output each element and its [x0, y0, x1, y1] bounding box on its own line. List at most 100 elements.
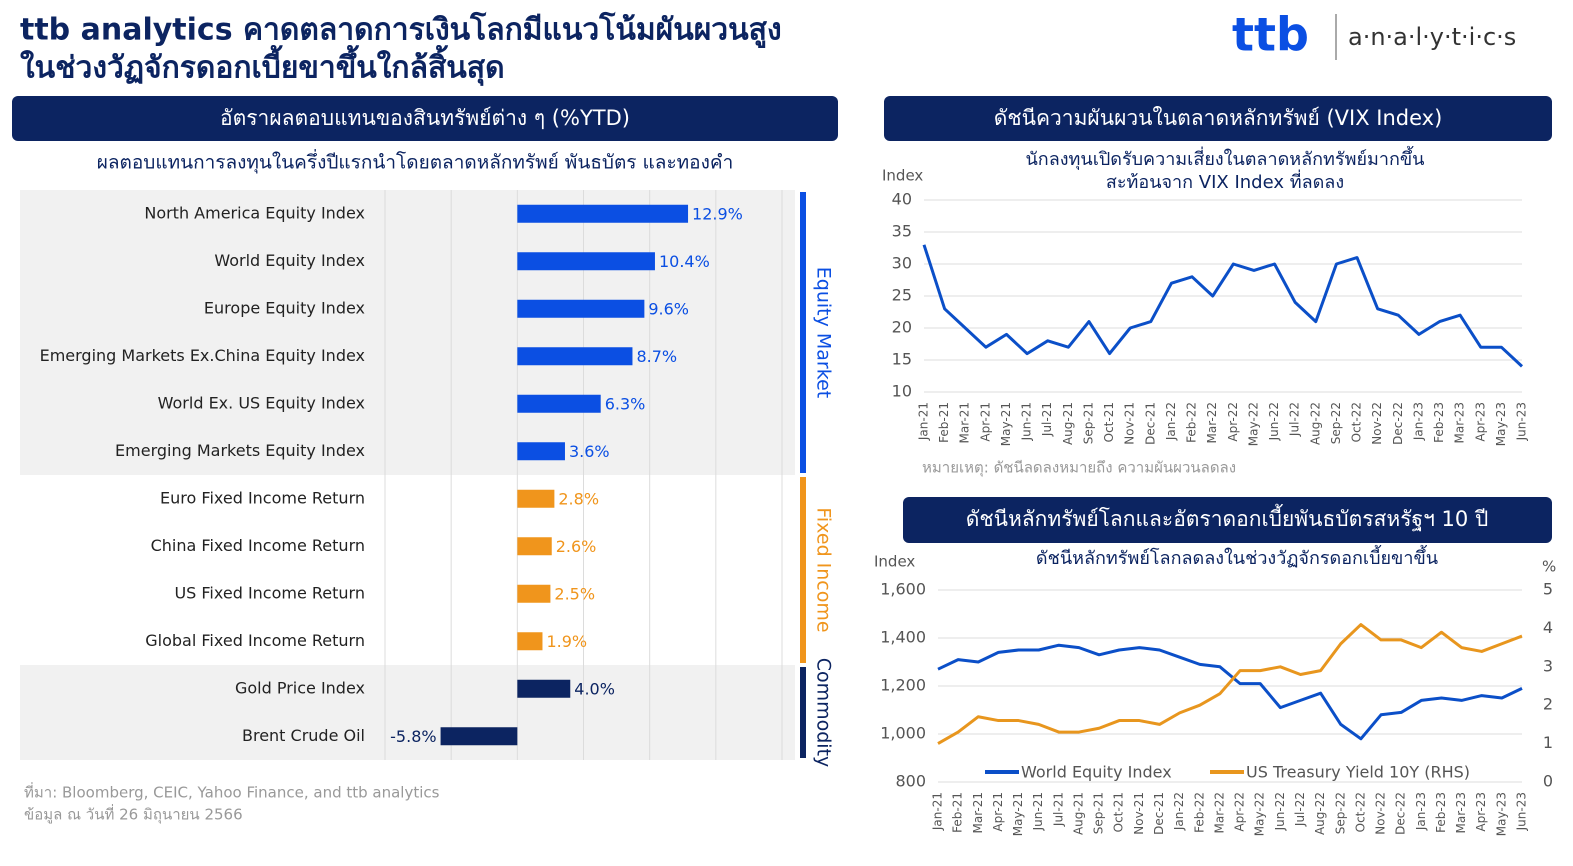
x-tick-label: Sep-21 — [1092, 792, 1106, 834]
chart-subtitle: นักลงทุนเปิดรับความเสี่ยงในตลาดหลักทรัพย… — [1026, 146, 1425, 170]
bar — [517, 394, 601, 413]
legend-label: World Equity Index — [1021, 763, 1172, 782]
y-tick-label: 10 — [892, 382, 912, 401]
value-label: 9.6% — [648, 299, 689, 318]
category-label: Emerging Markets Equity Index — [115, 441, 365, 460]
y2-axis-label: % — [1542, 558, 1556, 576]
value-label: 8.7% — [636, 347, 677, 366]
y2-tick-label: 2 — [1543, 695, 1553, 714]
x-tick-label: Aug-22 — [1308, 402, 1322, 445]
category-label: World Equity Index — [214, 251, 365, 270]
value-label: 4.0% — [574, 679, 615, 698]
x-tick-label: Jun-23 — [1515, 402, 1529, 441]
x-tick-label: Mar-21 — [971, 792, 985, 833]
value-label: -5.8% — [390, 727, 436, 746]
x-tick-label: Jan-22 — [1172, 792, 1186, 831]
x-tick-label: Oct-22 — [1353, 792, 1367, 832]
y-tick-label: 1,400 — [880, 628, 926, 647]
x-tick-label: Apr-23 — [1474, 792, 1488, 832]
x-tick-label: Jan-23 — [1414, 792, 1428, 831]
x-tick-label: Apr-22 — [1226, 402, 1240, 442]
value-label: 2.6% — [556, 537, 597, 556]
x-tick-label: Dec-22 — [1391, 402, 1405, 445]
group-label: Commodity — [813, 658, 835, 768]
bar — [517, 347, 633, 366]
backgrounds — [20, 190, 795, 760]
x-tick-label: Aug-21 — [1061, 402, 1075, 445]
x-tick-label: Jun-21 — [1020, 402, 1034, 441]
y-tick-label: 1,200 — [880, 676, 926, 695]
logo-text: a·n·a·l·y·t·i·c·s — [1348, 23, 1516, 51]
banner — [884, 96, 1552, 141]
x-tick-label: May-22 — [1246, 402, 1260, 446]
category-label: Gold Price Index — [235, 678, 365, 697]
x-tick-label: Sep-21 — [1081, 402, 1095, 444]
value-label: 2.8% — [558, 489, 599, 508]
x-tick-label: Oct-21 — [1112, 792, 1126, 832]
page-title: ttb analytics คาดตลาดการเงินโลกมีแนวโน้ม… — [20, 11, 782, 49]
chart-subtitle: ผลตอบแทนการลงทุนในครึ่งปีแรกนำโดยตลาดหลั… — [97, 149, 734, 175]
y-axis-label: Index — [874, 553, 915, 571]
x-tick-label: Nov-21 — [1123, 402, 1137, 445]
y-tick-label: 35 — [892, 222, 912, 241]
x-tick-label: Oct-21 — [1102, 402, 1116, 442]
group-band — [20, 665, 795, 760]
x-tick-label: Feb-22 — [1185, 402, 1199, 443]
x-tick-label: Apr-21 — [978, 402, 992, 442]
x-tick-label: Nov-22 — [1370, 402, 1384, 445]
category-label: Brent Crude Oil — [242, 726, 365, 745]
x-tick-label: Jun-23 — [1515, 792, 1529, 831]
x-tick-label: Aug-22 — [1313, 792, 1327, 835]
x-tick-label: Apr-22 — [1233, 792, 1247, 832]
y2-tick-label: 5 — [1543, 580, 1553, 599]
y-tick-label: 800 — [895, 772, 926, 791]
legend-label: US Treasury Yield 10Y (RHS) — [1246, 763, 1470, 782]
x-tick-label: Apr-21 — [991, 792, 1005, 832]
banner-title: ดัชนีความผันผวนในตลาดหลักทรัพย์ (VIX Ind… — [994, 106, 1443, 130]
x-tick-label: Jan-23 — [1411, 402, 1425, 441]
category-label: North America Equity Index — [144, 203, 365, 222]
x-tick-label: Jun-22 — [1273, 792, 1287, 831]
value-label: 6.3% — [605, 394, 646, 413]
group-bracket — [800, 477, 806, 663]
x-tick-label: Jun-22 — [1267, 402, 1281, 441]
chart-subtitle: ดัชนีหลักทรัพย์โลกลดลงในช่วงวัฏจักรดอกเบ… — [1036, 545, 1438, 569]
category-label: Euro Fixed Income Return — [160, 488, 365, 507]
bar — [517, 204, 689, 223]
x-tick-label: Feb-23 — [1432, 402, 1446, 443]
x-tick-label: Feb-21 — [951, 792, 965, 833]
bar — [517, 299, 645, 318]
line-series — [937, 643, 1523, 741]
value-label: 12.9% — [692, 204, 743, 223]
x-tick-label: Mar-21 — [958, 402, 972, 443]
x-tick-label: Oct-22 — [1350, 402, 1364, 442]
bar — [517, 489, 555, 508]
group-bracket — [800, 192, 806, 473]
y-tick-label: 25 — [892, 286, 912, 305]
value-label: 10.4% — [659, 252, 710, 271]
x-tick-label: Jan-22 — [1164, 402, 1178, 441]
x-tick-label: Aug-21 — [1071, 792, 1085, 835]
x-tick-label: Feb-22 — [1192, 792, 1206, 833]
x-tick-label: Dec-22 — [1394, 792, 1408, 835]
x-tick-label: Jul-22 — [1288, 402, 1302, 437]
line-series — [937, 623, 1523, 745]
category-label: China Fixed Income Return — [151, 536, 365, 555]
x-tick-label: Mar-23 — [1454, 792, 1468, 833]
x-tick-label: Jan-21 — [917, 402, 931, 441]
bar — [440, 727, 518, 746]
source-note: ที่มา: Bloomberg, CEIC, Yahoo Finance, a… — [24, 782, 440, 802]
banner — [903, 497, 1552, 543]
x-tick-label: Jan-21 — [931, 792, 945, 831]
chart-subtitle: สะท้อนจาก VIX Index ที่ลดลง — [1106, 169, 1344, 193]
x-tick-label: Dec-21 — [1152, 792, 1166, 835]
value-label: 1.9% — [546, 632, 587, 651]
bar — [517, 679, 571, 698]
x-tick-label: Feb-23 — [1434, 792, 1448, 833]
y-axis-label: Index — [882, 167, 923, 185]
y-tick-label: 30 — [892, 254, 912, 273]
y-tick-label: 20 — [892, 318, 912, 337]
x-tick-label: Mar-23 — [1453, 402, 1467, 443]
x-tick-label: Apr-23 — [1473, 402, 1487, 442]
